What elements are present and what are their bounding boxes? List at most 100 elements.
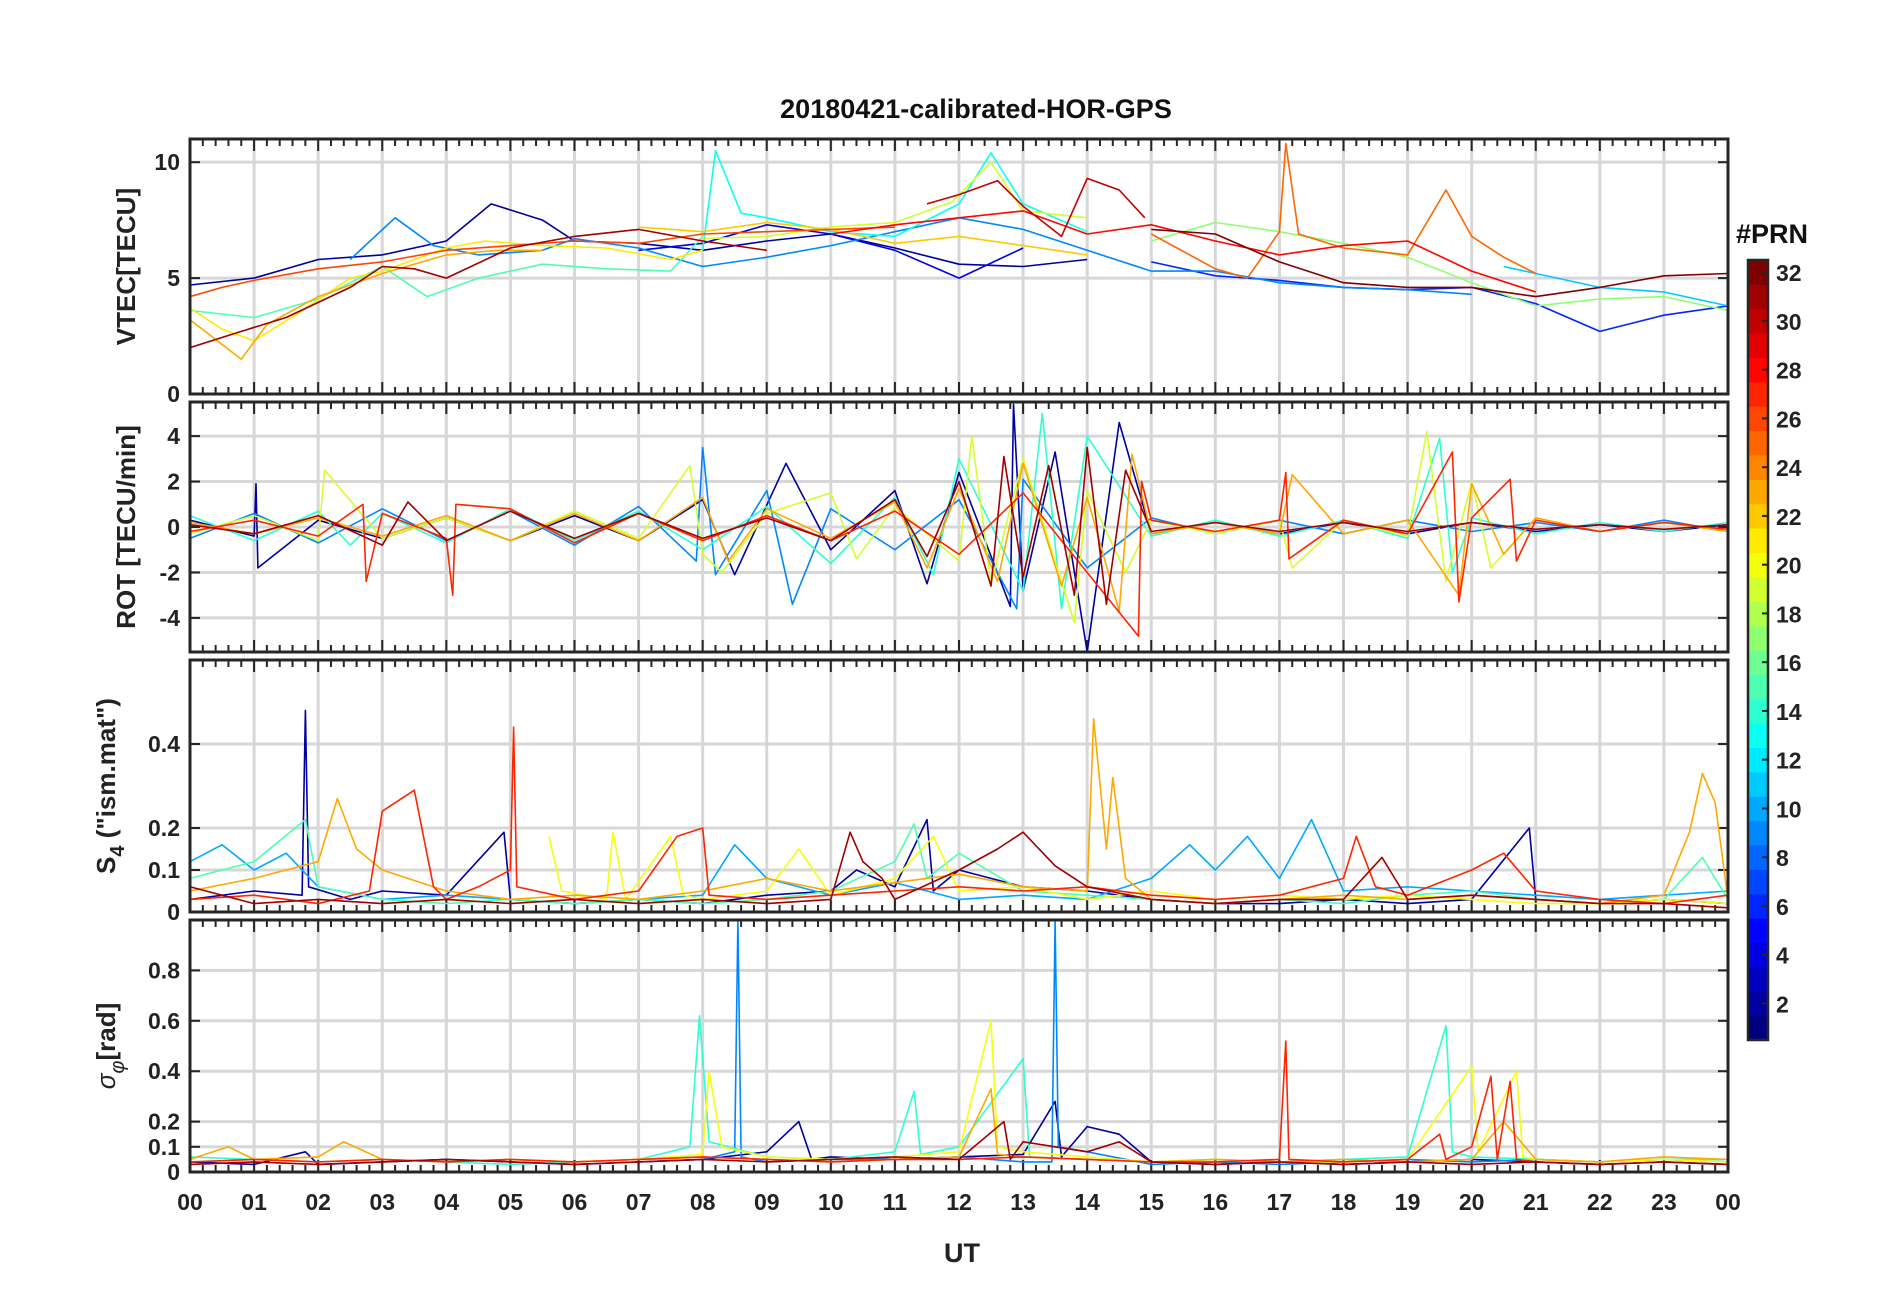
colorbar-segment bbox=[1748, 845, 1768, 870]
y-tick-label: 4 bbox=[167, 423, 180, 449]
colorbar-segment bbox=[1748, 357, 1768, 383]
colorbar-segment bbox=[1748, 918, 1768, 943]
colorbar-tick-label: 8 bbox=[1776, 845, 1789, 871]
panel-frame bbox=[188, 918, 1730, 1174]
colorbar-tick-label: 2 bbox=[1776, 991, 1789, 1017]
y-tick-label: 0.1 bbox=[148, 857, 180, 883]
colorbar-segment bbox=[1748, 308, 1768, 334]
colorbar-segment bbox=[1748, 893, 1768, 919]
colorbar-segment bbox=[1748, 698, 1768, 724]
colorbar-segment bbox=[1748, 650, 1768, 675]
chart-title: 20180421-calibrated-HOR-GPS bbox=[780, 94, 1172, 124]
series-prn-2 bbox=[190, 709, 1728, 905]
colorbar-segment bbox=[1748, 966, 1768, 992]
x-tick-label: 12 bbox=[946, 1189, 972, 1215]
x-tick-label: 17 bbox=[1267, 1189, 1293, 1215]
colorbar-tick-label: 28 bbox=[1776, 358, 1802, 384]
series-prn-23 bbox=[190, 453, 1728, 612]
y-axis-label: σφ[rad] bbox=[91, 1003, 129, 1090]
series-prn-13 bbox=[701, 149, 1088, 251]
x-tick-label: 22 bbox=[1587, 1189, 1613, 1215]
colorbar-segment bbox=[1748, 625, 1768, 651]
y-axis-label: VTEC[TECU] bbox=[111, 188, 141, 345]
series-prn-23 bbox=[190, 249, 543, 360]
panel-frame bbox=[188, 137, 1730, 396]
series-group bbox=[190, 920, 1728, 1166]
x-tick-label: 03 bbox=[369, 1189, 395, 1215]
y-tick-label: -2 bbox=[160, 559, 180, 585]
series-group bbox=[190, 142, 1728, 360]
colorbar-segment bbox=[1748, 674, 1768, 700]
series-prn-28 bbox=[830, 210, 1537, 293]
x-tick-label: 23 bbox=[1651, 1189, 1677, 1215]
x-tick-label: 01 bbox=[241, 1189, 267, 1215]
y-tick-label: 0.4 bbox=[148, 1058, 180, 1084]
colorbar-segment bbox=[1748, 601, 1768, 627]
series-prn-23 bbox=[190, 1088, 1728, 1163]
colorbar-segment bbox=[1748, 747, 1768, 773]
colorbar-tick-label: 10 bbox=[1776, 796, 1802, 822]
series-prn-31 bbox=[190, 446, 1728, 606]
y-tick-label: 0 bbox=[167, 514, 180, 540]
colorbar-segment bbox=[1748, 991, 1768, 1017]
y-tick-label: 0.8 bbox=[148, 957, 180, 983]
x-tick-label: 06 bbox=[562, 1189, 588, 1215]
series-group bbox=[190, 709, 1728, 909]
colorbar-tick-label: 24 bbox=[1776, 455, 1802, 481]
series-prn-31 bbox=[190, 831, 1728, 909]
colorbar-segment bbox=[1748, 576, 1768, 602]
series-prn-19 bbox=[702, 161, 1088, 240]
series-group bbox=[190, 403, 1728, 652]
colorbar-segment bbox=[1748, 284, 1768, 310]
y-axis-label: S4 ("ism.mat") bbox=[91, 698, 129, 874]
colorbar-segment bbox=[1748, 503, 1768, 529]
panel-vtec: 0 5 10 VTEC[TECU] bbox=[111, 137, 1730, 407]
x-tick-label: 07 bbox=[626, 1189, 652, 1215]
colorbar-tick-label: 6 bbox=[1776, 894, 1789, 920]
x-tick-label: 02 bbox=[305, 1189, 331, 1215]
y-tick-label: 2 bbox=[167, 469, 180, 495]
x-tick-label: 08 bbox=[690, 1189, 716, 1215]
colorbar-tick-label: 18 bbox=[1776, 601, 1802, 627]
colorbar-tick-label: 26 bbox=[1776, 406, 1802, 432]
series-prn-15 bbox=[190, 235, 704, 319]
x-tick-label: 00 bbox=[177, 1189, 203, 1215]
x-tick-label: 18 bbox=[1331, 1189, 1357, 1215]
colorbar-segment bbox=[1748, 820, 1768, 846]
colorbar-segment bbox=[1748, 869, 1768, 895]
colorbar-segment bbox=[1748, 796, 1768, 822]
series-prn-21 bbox=[190, 240, 703, 342]
colorbar-tick-label: 20 bbox=[1776, 553, 1802, 579]
series-prn-31 bbox=[190, 228, 767, 349]
y-axis-label: ROT [TECU/min] bbox=[111, 425, 141, 629]
colorbar-tick-label: 4 bbox=[1776, 943, 1789, 969]
x-tick-label: 10 bbox=[818, 1189, 844, 1215]
colorbar-segment bbox=[1748, 479, 1768, 505]
colorbar-segment bbox=[1748, 723, 1768, 748]
colorbar-title: #PRN bbox=[1736, 219, 1808, 249]
panel-rot: -4 -2 0 2 4 ROT [TECU/min] bbox=[111, 400, 1730, 654]
x-tick-label: 04 bbox=[434, 1189, 460, 1215]
colorbar-segment bbox=[1748, 406, 1768, 432]
series-prn-17 bbox=[1151, 221, 1728, 312]
series-prn-31 bbox=[190, 1120, 1728, 1166]
x-tick-label: 16 bbox=[1203, 1189, 1229, 1215]
series-prn-30 bbox=[926, 177, 1146, 238]
x-tick-label: 21 bbox=[1523, 1189, 1549, 1215]
colorbar-segment bbox=[1748, 455, 1768, 480]
colorbar-segment bbox=[1748, 430, 1768, 456]
colorbar-segment bbox=[1748, 260, 1768, 285]
panel-frame bbox=[188, 658, 1730, 914]
colorbar-segment bbox=[1748, 381, 1768, 407]
y-tick-label: 0.2 bbox=[148, 815, 180, 841]
colorbar-tick-label: 30 bbox=[1776, 309, 1802, 335]
x-axis: 00 01 02 03 04 05 06 07 08 09 10 11 12 13 14 15 16 17 18 19… bbox=[177, 1189, 1741, 1215]
y-tick-label: 0.6 bbox=[148, 1008, 180, 1034]
panel-frame bbox=[188, 400, 1730, 654]
x-tick-label: 13 bbox=[1010, 1189, 1036, 1215]
y-tick-label: 0 bbox=[167, 381, 180, 407]
series-prn-27 bbox=[190, 726, 1728, 905]
y-tick-label: 0 bbox=[167, 1159, 180, 1185]
